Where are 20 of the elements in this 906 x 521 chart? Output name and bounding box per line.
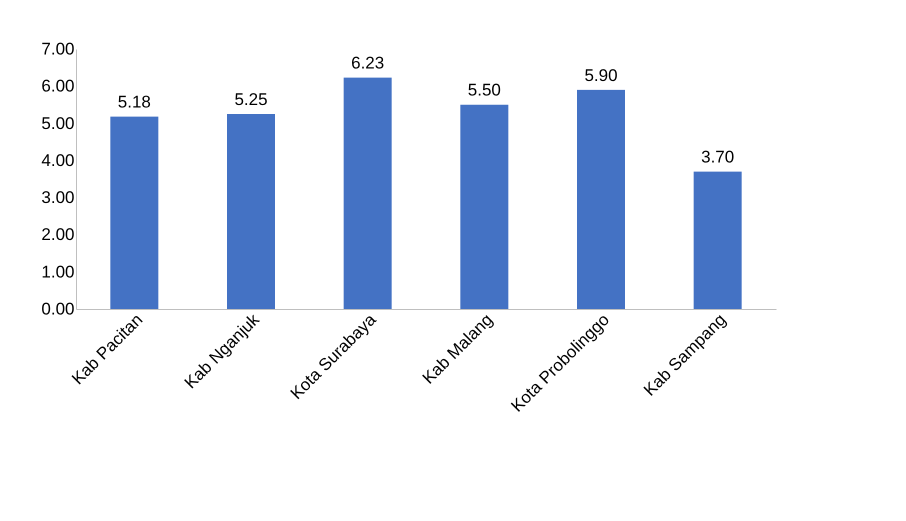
data-label: 6.23	[351, 54, 384, 73]
y-tick-label: 6.00	[41, 76, 74, 96]
bar	[227, 114, 275, 309]
y-tick-label: 7.00	[41, 40, 74, 58]
bar	[460, 104, 508, 309]
y-tick-label: 4.00	[41, 150, 74, 170]
y-tick-label: 2.00	[41, 225, 74, 244]
data-label: 5.50	[468, 80, 501, 100]
bar	[694, 172, 742, 309]
data-label: 3.70	[701, 148, 734, 167]
bar	[344, 78, 392, 309]
y-tick-label: 3.00	[41, 188, 74, 208]
y-tick-label: 0.00	[41, 300, 74, 318]
y-tick-label: 1.00	[41, 262, 74, 282]
bar	[110, 116, 158, 309]
data-label: 5.90	[584, 66, 618, 85]
y-tick-label: 5.00	[41, 114, 74, 133]
data-label: 5.25	[234, 90, 268, 109]
bar	[577, 90, 625, 309]
data-label: 5.18	[118, 92, 151, 112]
